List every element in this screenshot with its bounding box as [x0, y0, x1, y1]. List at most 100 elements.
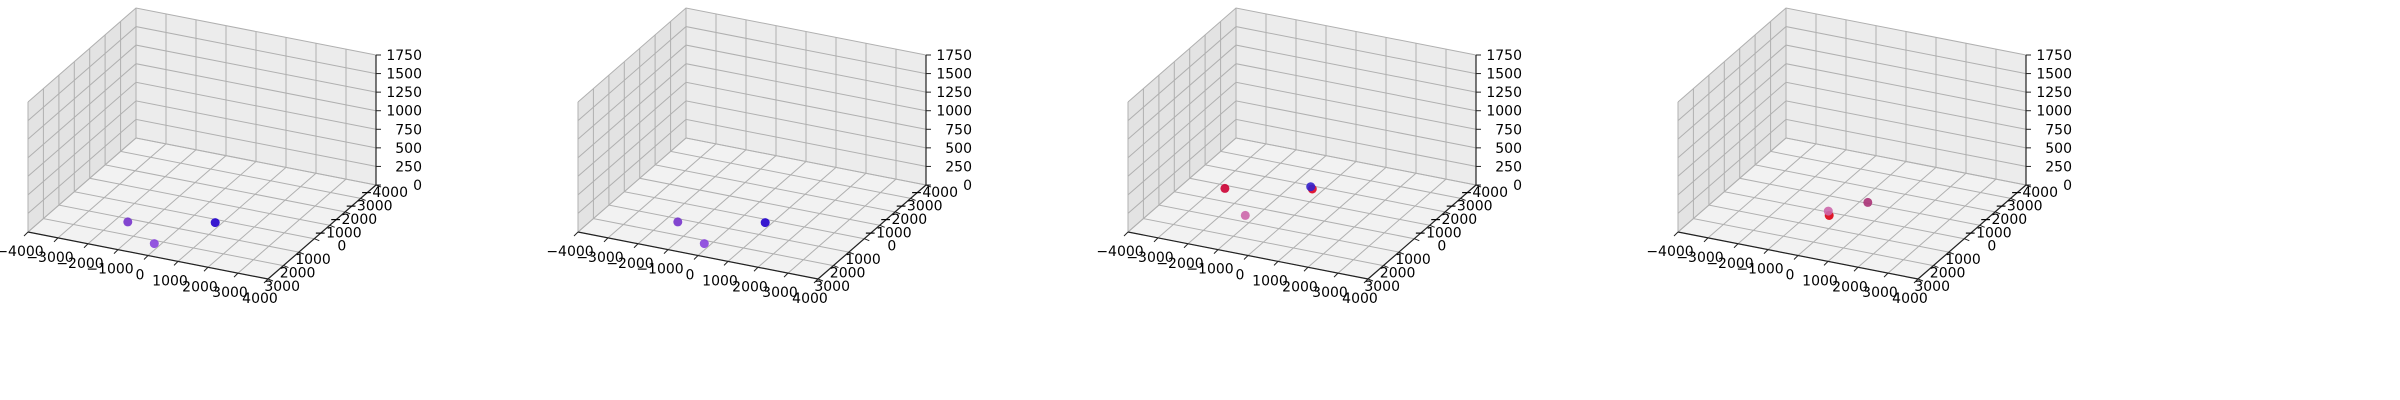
gridline-z [577, 44, 927, 140]
data-point [1240, 210, 1250, 220]
x-tick-mark [1673, 231, 1679, 237]
x-tick-mark [1213, 249, 1219, 254]
y-tick-mark [1933, 265, 1939, 269]
z-tick-label: 750 [2045, 122, 2072, 138]
x-tick-label: −1000 [1186, 262, 1233, 278]
x-tick-label: −1000 [636, 262, 683, 278]
y-tick-label: 2000 [1380, 266, 1416, 282]
gridline-z [577, 81, 927, 177]
y-tick-label: −4000 [2011, 185, 2058, 201]
y-tick-mark [1444, 211, 1451, 215]
x-tick-label: 1000 [1802, 273, 1838, 289]
z-tick-label: 1500 [1486, 67, 1522, 83]
y-tick-label: −1000 [1964, 225, 2011, 241]
y-tick-label: 3000 [1914, 279, 1950, 295]
x-tick-label: −3000 [1126, 250, 1173, 266]
data-point [149, 239, 159, 249]
z-tick-label: 1250 [1486, 85, 1522, 101]
x-tick-label: 3000 [1862, 285, 1898, 301]
x-tick-mark [783, 272, 789, 278]
x-tick-mark [723, 261, 729, 266]
gridline-z [577, 118, 927, 214]
x-tick-mark [173, 261, 179, 266]
x-tick-mark [1303, 266, 1309, 272]
gridline-z [577, 137, 927, 233]
data-point [210, 218, 220, 228]
x-tick-label: 2000 [1832, 279, 1868, 295]
gridline-z [1677, 100, 2027, 196]
gridline-z [577, 100, 927, 196]
y-tick-mark [1367, 278, 1374, 282]
y-tick-mark [314, 238, 320, 242]
y-tick-label: −3000 [345, 198, 392, 214]
gridline-z [577, 7, 927, 103]
y-tick-label: −2000 [330, 212, 377, 228]
x-tick-mark [603, 237, 609, 243]
gridline-z [1677, 63, 2027, 159]
gridline-z [1677, 118, 2027, 214]
x-tick-label: 4000 [792, 291, 828, 307]
x-tick-mark [1123, 231, 1129, 237]
z-tick-label: 500 [395, 141, 422, 157]
y-tick-label: −1000 [864, 225, 911, 241]
x-tick-mark [1273, 261, 1279, 266]
x-tick-mark [1733, 243, 1739, 249]
z-tick-label: 1750 [936, 48, 972, 64]
x-tick-mark [1703, 237, 1709, 243]
chart-panel-1: −4000−3000−2000−1000 0 1000200030004000−40… [0, 7, 422, 307]
pane-side-wall [1678, 8, 1786, 232]
x-tick-label: −2000 [56, 256, 103, 272]
y-tick-mark [1383, 265, 1389, 269]
x-tick-mark [53, 237, 59, 243]
x-tick-label: −3000 [26, 250, 73, 266]
y-tick-label: 2000 [280, 266, 316, 282]
y-tick-mark [283, 265, 289, 269]
x-tick-label: −4000 [0, 244, 44, 260]
gridline-z [1677, 81, 2027, 177]
y-tick-label: −4000 [361, 185, 408, 201]
y-tick-label: 3000 [814, 279, 850, 295]
gridline-z [1677, 7, 2027, 103]
x-tick-label: 1000 [152, 273, 188, 289]
x-tick-mark [573, 231, 579, 237]
x-tick-mark [1913, 278, 1919, 284]
x-tick-label: 0 [1786, 268, 1795, 284]
gridline-z [1127, 118, 1477, 214]
chart-panel-4: −4000−3000−2000−1000 0 1000200030004000−40… [1646, 7, 2072, 307]
x-tick-label: 3000 [1312, 285, 1348, 301]
x-tick-label: 2000 [1282, 279, 1318, 295]
z-tick-label: 1750 [2036, 48, 2072, 64]
x-tick-mark [1793, 255, 1799, 260]
gridline-z [27, 118, 377, 214]
y-tick-mark [833, 265, 839, 269]
gridline-z [1677, 137, 2027, 233]
y-tick-mark [267, 278, 274, 282]
y-tick-label: −2000 [880, 212, 927, 228]
pane-side-wall [578, 8, 686, 232]
y-tick-mark [1460, 197, 1466, 201]
gridline-z [1127, 81, 1477, 177]
y-tick-label: −4000 [911, 185, 958, 201]
z-tick-label: 500 [1495, 141, 1522, 157]
x-tick-mark [753, 266, 759, 272]
z-tick-label: 250 [2045, 159, 2072, 175]
y-tick-mark [817, 278, 824, 282]
y-tick-mark [910, 197, 916, 201]
data-point [123, 217, 133, 227]
data-point [760, 218, 770, 228]
x-tick-mark [263, 278, 269, 284]
z-tick-label: 250 [945, 159, 972, 175]
x-tick-label: 0 [136, 268, 145, 284]
x-tick-mark [203, 266, 209, 272]
x-tick-label: 1000 [702, 273, 738, 289]
gridline-z [1127, 63, 1477, 159]
z-tick-label: 500 [2045, 141, 2072, 157]
x-tick-mark [813, 278, 819, 284]
gridline-z [1127, 26, 1477, 121]
y-tick-label: −1000 [314, 225, 361, 241]
pane-side-wall [1128, 8, 1236, 232]
y-tick-mark [848, 251, 855, 255]
data-point [1306, 182, 1316, 192]
x-tick-mark [113, 249, 119, 254]
